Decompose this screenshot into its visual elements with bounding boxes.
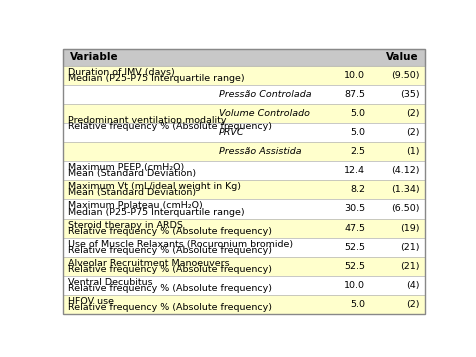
Text: 5.0: 5.0 [350,300,365,309]
Text: Relative frequency % (Absolute frequency): Relative frequency % (Absolute frequency… [68,122,272,131]
Text: Alveolar Recruitment Manoeuvers: Alveolar Recruitment Manoeuvers [68,259,229,268]
Text: 87.5: 87.5 [344,90,365,99]
Text: (21): (21) [400,243,420,252]
Bar [63,295,425,314]
Text: 52.5: 52.5 [344,262,365,271]
Text: 10.0: 10.0 [344,281,365,290]
Text: Median (P25-P75 Interquartile range): Median (P25-P75 Interquartile range) [68,207,245,217]
Text: Variable: Variable [69,52,118,62]
Bar [63,66,425,85]
Text: 12.4: 12.4 [344,166,365,175]
Text: 30.5: 30.5 [344,205,365,213]
Text: Relative frequency % (Absolute frequency): Relative frequency % (Absolute frequency… [68,227,272,236]
Text: Duration of IMV (days): Duration of IMV (days) [68,68,175,77]
Text: 5.0: 5.0 [350,128,365,137]
Text: (2): (2) [407,128,420,137]
Bar [63,218,425,238]
Bar [63,161,425,180]
Text: Volume Controlado: Volume Controlado [219,109,310,118]
Text: Pressão Assistida: Pressão Assistida [219,147,302,156]
Text: HFOV use: HFOV use [68,297,114,306]
Text: (35): (35) [400,90,420,99]
Text: Use of Muscle Relaxants (Rocuronium bromide): Use of Muscle Relaxants (Rocuronium brom… [68,240,293,248]
Bar [63,257,425,276]
Text: Mean (Standard Deviation): Mean (Standard Deviation) [68,169,196,178]
Text: (1): (1) [407,147,420,156]
Bar [63,85,425,104]
Text: Relative frequency % (Absolute frequency): Relative frequency % (Absolute frequency… [68,303,272,312]
Text: (21): (21) [400,262,420,271]
Text: Predominant ventilation modality: Predominant ventilation modality [68,116,227,125]
Text: 47.5: 47.5 [344,223,365,232]
Text: Ventral Decubitus: Ventral Decubitus [68,278,153,287]
Text: Steroid therapy in ARDS: Steroid therapy in ARDS [68,221,183,230]
Text: Pressão Controlada: Pressão Controlada [219,90,312,99]
Text: 5.0: 5.0 [350,109,365,118]
Bar [63,276,425,295]
Text: Mean (Standard Deviation): Mean (Standard Deviation) [68,188,196,197]
Text: 52.5: 52.5 [344,243,365,252]
Text: Maximum PEEP (cmH₂O): Maximum PEEP (cmH₂O) [68,163,184,172]
Bar [63,180,425,200]
Bar [63,200,425,218]
Text: Value: Value [386,52,418,62]
Text: 8.2: 8.2 [350,185,365,195]
Text: Median (P25-P75 Interquartile range): Median (P25-P75 Interquartile range) [68,74,245,83]
Text: (4.12): (4.12) [391,166,420,175]
Text: PRVC: PRVC [219,128,245,137]
Text: 2.5: 2.5 [350,147,365,156]
Text: Relative frequency % (Absolute frequency): Relative frequency % (Absolute frequency… [68,246,272,255]
Bar [63,142,425,161]
Bar [63,104,425,123]
Text: Maximum Vt (mL/ideal weight in Kg): Maximum Vt (mL/ideal weight in Kg) [68,182,241,191]
Text: Relative frequency % (Absolute frequency): Relative frequency % (Absolute frequency… [68,265,272,274]
Text: Maximum Pplateau (cmH₂O): Maximum Pplateau (cmH₂O) [68,201,203,210]
Bar [63,49,425,66]
Text: Relative frequency % (Absolute frequency): Relative frequency % (Absolute frequency… [68,284,272,293]
Bar [63,238,425,257]
Bar [63,123,425,142]
Text: (9.50): (9.50) [391,71,420,80]
Text: (19): (19) [400,223,420,232]
Text: (2): (2) [407,109,420,118]
Text: (6.50): (6.50) [391,205,420,213]
Text: (1.34): (1.34) [391,185,420,195]
Text: (4): (4) [407,281,420,290]
Text: 10.0: 10.0 [344,71,365,80]
Text: (2): (2) [407,300,420,309]
